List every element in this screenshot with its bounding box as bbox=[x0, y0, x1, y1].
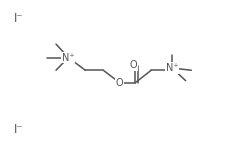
Text: O: O bbox=[116, 78, 123, 88]
Text: I⁻: I⁻ bbox=[14, 123, 24, 136]
Text: N⁺: N⁺ bbox=[166, 63, 178, 73]
Text: N⁺: N⁺ bbox=[62, 53, 75, 63]
Text: I⁻: I⁻ bbox=[14, 12, 24, 25]
Text: O: O bbox=[130, 61, 138, 71]
